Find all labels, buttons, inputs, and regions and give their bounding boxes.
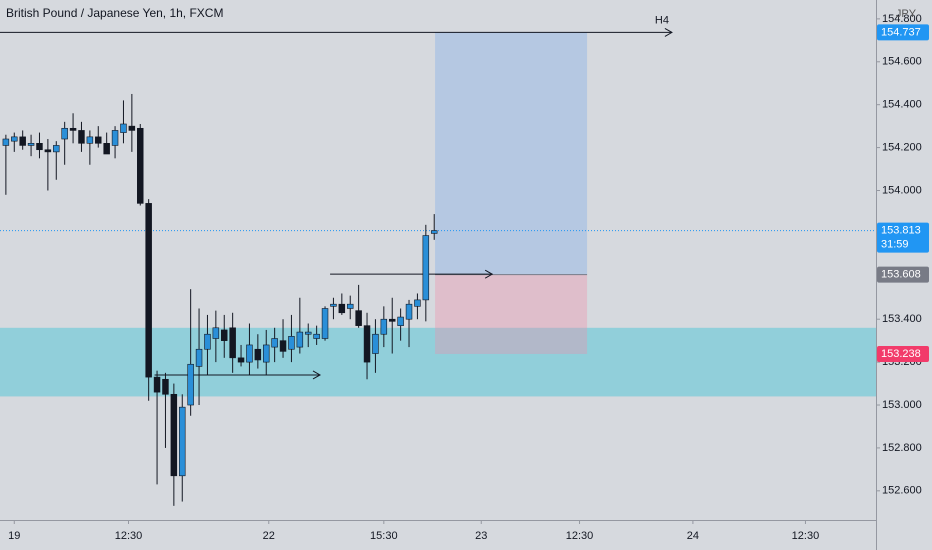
candle-body [11,136,18,142]
candle-body [78,130,85,144]
h4-label: H4 [655,14,669,26]
y-tick-label: 153.400 [882,313,922,325]
candle-body [53,145,60,153]
candle-body [179,406,186,477]
candle-body [271,338,278,348]
x-tick-label: 19 [8,530,20,542]
candle-body [229,327,236,359]
ray-head [484,269,494,279]
price-badge-label: 153.608 [881,268,921,280]
x-tick-label: 12:30 [115,530,143,542]
candle-body [338,303,346,314]
candle-body [95,136,102,144]
candle-body [69,127,77,131]
candle-body [212,327,220,339]
price-badge-label: 153.238 [881,348,921,360]
candle-body [27,143,35,146]
candle-body [363,325,371,363]
price-badge [877,222,929,253]
axes: 152.600152.800153.000153.200153.400153.6… [8,13,929,542]
candle-body [187,363,194,406]
candle-body [304,331,312,335]
h4-line-head [664,27,673,37]
candle-body [430,230,438,234]
candle-body [137,127,144,204]
price-badge [877,266,929,283]
candle-body [221,329,228,341]
currency-label: JPY [896,8,917,20]
y-tick-label: 152.800 [882,442,922,454]
candle-body [405,303,413,320]
candle-body [145,203,152,378]
candle-body [254,348,262,361]
ray-head [312,370,322,380]
candle-body [86,136,94,144]
candle-body [44,149,52,153]
candle-body [288,336,295,350]
candle-body [330,303,337,307]
candle-body [170,393,178,477]
candle-body [380,318,388,335]
candle-body [263,344,270,363]
x-tick-label: 12:30 [566,530,594,542]
candle-body [414,299,421,307]
stop-box [435,274,588,354]
candle-body [111,130,119,146]
candle-body [36,143,43,151]
countdown-label: 31:59 [881,239,909,251]
x-tick-label: 12:30 [792,530,820,542]
candle-body [296,331,304,348]
candle-body [372,333,379,354]
candle-body [19,136,26,146]
y-tick-label: 154.600 [882,56,922,68]
candle-body [246,344,253,363]
candle-body [279,340,287,352]
price-badge [877,24,929,41]
target-box [435,32,588,275]
x-tick-label: 15:30 [370,530,398,542]
y-tick-label: 154.000 [882,184,922,196]
candle-body [321,308,329,339]
candle-body [397,316,404,326]
candle-body [204,333,211,350]
candle-body [61,127,68,140]
candle-body [346,303,354,309]
x-tick-label: 24 [687,530,699,542]
x-tick-label: 22 [263,530,275,542]
price-badge-label: 153.813 [881,225,921,237]
candle-body [103,143,110,155]
y-tick-label: 154.400 [882,99,922,111]
candle-body [128,125,136,131]
candle-body [422,235,430,301]
plot-area: H4 [0,14,876,506]
candle-body [237,357,245,363]
candle-body [120,123,127,133]
candle-body [153,376,161,393]
y-tick-label: 152.600 [882,485,922,497]
candle-body [355,310,362,326]
y-tick-label: 154.800 [882,13,922,25]
y-tick-label: 153.000 [882,399,922,411]
candle-body [195,348,203,367]
x-tick-label: 23 [475,530,487,542]
candle-body [388,318,396,322]
chart-title: British Pound / Japanese Yen, 1h, FXCM [6,6,223,20]
candle-body [162,378,169,395]
price-badge-label: 154.737 [881,26,921,38]
y-tick-label: 154.200 [882,141,922,153]
candle-body [2,138,10,146]
candle-body [313,333,320,339]
price-badge [877,345,929,362]
